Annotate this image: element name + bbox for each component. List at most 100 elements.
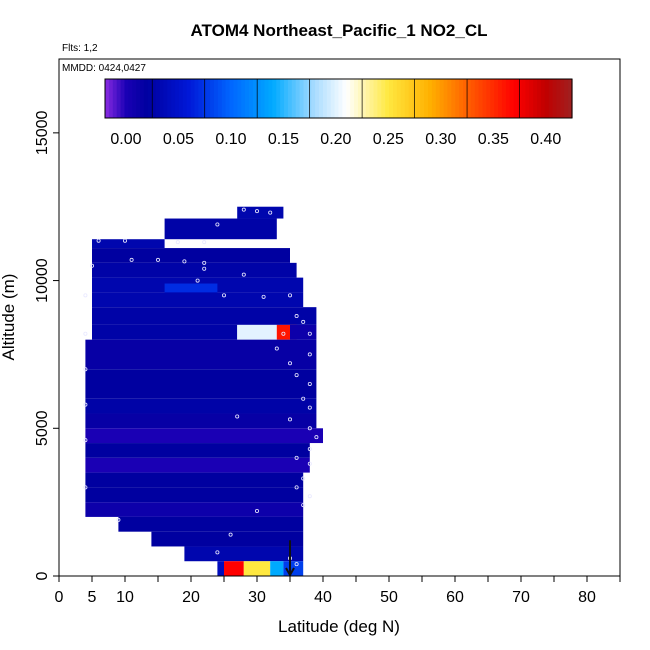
colorbar-segment-6 xyxy=(128,79,133,118)
colorbar-tick-label: 0.30 xyxy=(425,131,456,148)
y-axis-label: Altitude (m) xyxy=(0,274,18,361)
colorbar-segment-68 xyxy=(369,79,375,118)
colorbar-segment-3 xyxy=(116,79,122,118)
colorbar-segment-101 xyxy=(498,79,503,118)
track-point-18 xyxy=(294,314,299,319)
track-point-44 xyxy=(90,263,95,268)
x-tick-label: 30 xyxy=(248,589,266,606)
x-tick-label: 60 xyxy=(446,589,464,606)
colorbar-segment-98 xyxy=(486,79,491,118)
colorbar-segment-57 xyxy=(326,79,332,118)
heatmap-cell-26 xyxy=(217,561,224,576)
colorbar-segment-78 xyxy=(408,79,414,118)
colorbar-segment-95 xyxy=(474,79,480,118)
colorbar-segment-86 xyxy=(439,79,445,118)
colorbar-segment-21 xyxy=(186,79,192,118)
track-point-0 xyxy=(241,207,246,212)
track-point-38 xyxy=(301,503,306,508)
colorbar-segment-62 xyxy=(346,79,351,118)
colorbar-segment-48 xyxy=(291,79,297,118)
track-point-32 xyxy=(307,446,312,451)
colorbar-segment-82 xyxy=(424,79,429,118)
colorbar-segment-42 xyxy=(268,79,273,118)
track-point-4 xyxy=(202,240,207,245)
colorbar: 0.00 0.05 0.10 0.15 0.20 0.25 0.30 0.35 0.40 xyxy=(104,78,573,148)
track-point-15 xyxy=(221,293,226,298)
colorbar-segment-93 xyxy=(466,79,472,118)
track-point-36 xyxy=(294,485,299,490)
colorbar-segment-45 xyxy=(280,79,285,118)
chart-title: ATOM4 Northeast_Pacific_1 NO2_CL xyxy=(191,21,488,40)
colorbar-segment-67 xyxy=(365,79,371,118)
heatmap-cell-0 xyxy=(237,206,284,219)
colorbar-segment-85 xyxy=(435,79,441,118)
colorbar-segment-99 xyxy=(490,79,495,118)
colorbar-segment-64 xyxy=(354,79,359,118)
colorbar-segment-91 xyxy=(459,79,464,118)
colorbar-segment-47 xyxy=(287,79,293,118)
heatmap-cell-7 xyxy=(92,292,304,308)
track-point-1 xyxy=(254,209,259,214)
colorbar-segment-66 xyxy=(361,79,367,118)
heatmap-cell-9 xyxy=(92,324,238,340)
colorbar-segment-87 xyxy=(443,79,449,118)
colorbar-segment-30 xyxy=(221,79,227,118)
y-tick-label: 15000 xyxy=(34,111,51,156)
track-point-35 xyxy=(301,476,306,481)
track-point-34 xyxy=(307,461,312,466)
colorbar-segment-77 xyxy=(404,79,410,118)
track-point-17 xyxy=(287,293,292,298)
x-tick-label: 50 xyxy=(380,589,398,606)
colorbar-segment-17 xyxy=(171,79,176,118)
colorbar-segment-9 xyxy=(140,79,145,118)
heatmap-cell-4 xyxy=(92,262,297,278)
track-point-6 xyxy=(123,238,128,243)
colorbar-segment-12 xyxy=(151,79,157,118)
colorbar-tick-label: 0.05 xyxy=(163,131,194,148)
heatmap-cell-13 xyxy=(85,339,317,370)
track-point-26 xyxy=(307,381,312,386)
colorbar-segment-33 xyxy=(233,79,238,118)
colorbar-segment-60 xyxy=(338,79,343,118)
track-point-8 xyxy=(129,257,134,262)
colorbar-segment-114 xyxy=(548,79,554,118)
colorbar-segment-49 xyxy=(295,79,301,118)
track-point-43 xyxy=(294,562,299,567)
heatmap-cell-25 xyxy=(184,546,304,562)
heatmap-cell-1 xyxy=(164,218,277,240)
track-point-39 xyxy=(254,509,259,514)
colorbar-segment-61 xyxy=(342,79,347,118)
track-point-48 xyxy=(83,402,88,407)
track-point-13 xyxy=(241,272,246,277)
colorbar-frame xyxy=(104,78,573,119)
track-point-2 xyxy=(268,210,273,215)
y-axis: 0 5000 10000 15000 xyxy=(34,111,59,580)
colorbar-tick-label: 0.40 xyxy=(530,131,561,148)
track-point-49 xyxy=(83,438,88,443)
colorbar-tick-label: 0.00 xyxy=(110,131,141,148)
x-tick-label: 0 xyxy=(55,589,64,606)
colorbar-segment-11 xyxy=(147,79,153,118)
colorbar-segment-100 xyxy=(494,79,499,118)
colorbar-segment-115 xyxy=(552,79,558,118)
track-point-24 xyxy=(287,361,292,366)
heatmap-cell-18 xyxy=(85,443,310,458)
track-point-3 xyxy=(215,222,220,227)
heatmap-cell-27 xyxy=(224,561,244,576)
colorbar-segment-92 xyxy=(463,79,468,118)
colorbar-segment-35 xyxy=(241,79,246,118)
colorbar-segment-119 xyxy=(568,79,573,118)
heatmap-cell-22 xyxy=(85,502,304,517)
x-tick-label: 10 xyxy=(116,589,134,606)
heatmap-cell-16 xyxy=(85,413,317,429)
track-point-22 xyxy=(274,346,279,351)
colorbar-segment-2 xyxy=(112,79,118,118)
track-point-52 xyxy=(235,414,240,419)
y-tick-label: 0 xyxy=(34,571,51,580)
track-point-50 xyxy=(83,485,88,490)
x-axis-label: Latitude (deg N) xyxy=(278,617,400,636)
colorbar-segment-19 xyxy=(178,79,184,118)
colorbar-segment-0 xyxy=(105,79,110,118)
track-point-11 xyxy=(202,260,207,265)
track-point-20 xyxy=(281,331,286,336)
